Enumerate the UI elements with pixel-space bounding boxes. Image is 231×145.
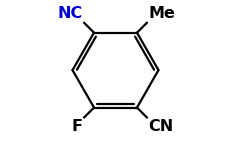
Text: CN: CN (149, 119, 174, 134)
Text: Me: Me (149, 6, 175, 21)
Text: NC: NC (57, 6, 82, 21)
Text: F: F (72, 119, 82, 134)
